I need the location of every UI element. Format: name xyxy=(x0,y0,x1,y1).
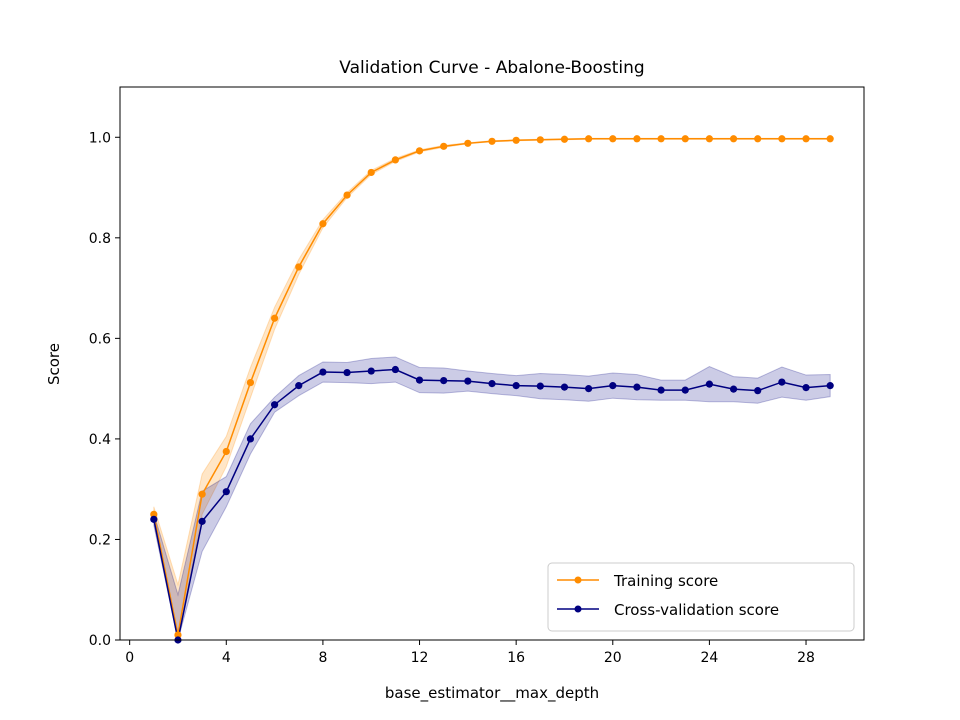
data-point-training xyxy=(222,447,230,456)
legend-label-cross-validation: Cross-validation score xyxy=(614,601,779,619)
legend-label-training: Training score xyxy=(613,572,718,590)
y-axis-label: Score xyxy=(45,343,63,385)
data-point-training xyxy=(826,135,834,143)
data-point-cross-validation xyxy=(150,515,158,523)
plot-frame xyxy=(119,86,865,641)
data-point-training xyxy=(198,490,206,498)
data-point-cross-validation xyxy=(585,385,593,393)
data-point-training xyxy=(440,142,448,150)
data-point-cross-validation xyxy=(536,382,544,390)
data-point-training xyxy=(657,135,665,143)
data-point-training xyxy=(609,135,617,143)
data-point-training xyxy=(319,220,327,228)
data-point-cross-validation xyxy=(754,387,762,395)
data-point-training xyxy=(488,137,496,145)
x-tick-label: 4 xyxy=(222,650,231,666)
data-point-training xyxy=(633,135,641,143)
data-point-cross-validation xyxy=(367,367,375,375)
data-point-cross-validation xyxy=(633,383,641,391)
data-point-training xyxy=(536,136,544,144)
data-point-training xyxy=(802,135,810,143)
data-point-cross-validation xyxy=(826,382,834,390)
y-tick-label: 0.0 xyxy=(89,633,111,649)
data-point-cross-validation xyxy=(657,386,665,394)
y-tick-label: 0.6 xyxy=(89,331,111,347)
data-point-training xyxy=(343,191,351,199)
y-tick-label: 0.4 xyxy=(89,432,111,448)
x-tick-label: 12 xyxy=(411,650,429,666)
data-point-training xyxy=(246,379,255,387)
data-point-training xyxy=(391,156,399,164)
chart-title: Validation Curve - Abalone-Boosting xyxy=(339,58,644,78)
y-tick-label: 0.2 xyxy=(89,532,111,548)
y-tick-label: 0.8 xyxy=(89,231,111,247)
x-tick-label: 16 xyxy=(507,650,525,666)
x-tick-label: 24 xyxy=(700,650,718,666)
data-point-training xyxy=(512,136,520,144)
data-point-cross-validation xyxy=(222,488,230,496)
legend-marker-training xyxy=(574,576,582,584)
legend-marker-cross-validation xyxy=(574,605,582,613)
data-point-training xyxy=(174,631,182,639)
data-point-cross-validation xyxy=(198,517,206,525)
series-markers xyxy=(150,135,834,644)
data-point-cross-validation xyxy=(295,382,303,390)
data-point-training xyxy=(754,135,762,143)
legend-box xyxy=(547,562,855,632)
legend: Training score Cross-validation score xyxy=(547,562,855,632)
data-point-training xyxy=(415,147,424,155)
plot-area xyxy=(150,135,834,644)
data-point-training xyxy=(150,510,158,518)
data-point-cross-validation xyxy=(609,382,617,390)
data-point-training xyxy=(560,135,569,143)
x-axis-ticks: 0 4 8 12 16 20 24 28 xyxy=(125,640,815,666)
data-point-cross-validation xyxy=(271,401,279,409)
data-point-cross-validation xyxy=(415,376,424,384)
data-point-cross-validation xyxy=(778,378,786,386)
data-point-cross-validation xyxy=(802,384,810,392)
data-point-training xyxy=(778,135,786,143)
y-tick-label: 1.0 xyxy=(89,130,111,146)
x-tick-label: 0 xyxy=(125,650,134,666)
data-point-training xyxy=(271,314,279,322)
x-axis-label: base_estimator__max_depth xyxy=(385,684,599,703)
y-axis-ticks: 0.0 0.2 0.4 0.6 0.8 1.0 xyxy=(89,130,120,649)
data-point-training xyxy=(585,135,593,143)
x-tick-label: 20 xyxy=(604,650,622,666)
data-point-cross-validation xyxy=(705,380,714,388)
data-point-training xyxy=(295,263,303,271)
data-point-training xyxy=(729,135,738,143)
data-point-training xyxy=(705,135,714,143)
data-point-cross-validation xyxy=(343,368,351,377)
data-point-cross-validation xyxy=(464,377,472,385)
data-point-cross-validation xyxy=(440,376,448,385)
data-point-cross-validation xyxy=(246,435,255,443)
data-point-cross-validation xyxy=(512,382,520,390)
data-point-cross-validation xyxy=(560,383,569,391)
data-point-training xyxy=(464,139,472,147)
std-band-cross-validation xyxy=(153,356,831,641)
x-tick-label: 28 xyxy=(797,650,815,666)
data-point-training xyxy=(367,168,375,177)
data-point-cross-validation xyxy=(729,385,738,393)
x-tick-label: 8 xyxy=(318,650,327,666)
data-point-training xyxy=(681,135,689,143)
data-point-cross-validation xyxy=(681,386,689,394)
data-point-cross-validation xyxy=(319,368,327,376)
data-point-cross-validation xyxy=(488,380,496,388)
data-point-cross-validation xyxy=(391,365,399,374)
